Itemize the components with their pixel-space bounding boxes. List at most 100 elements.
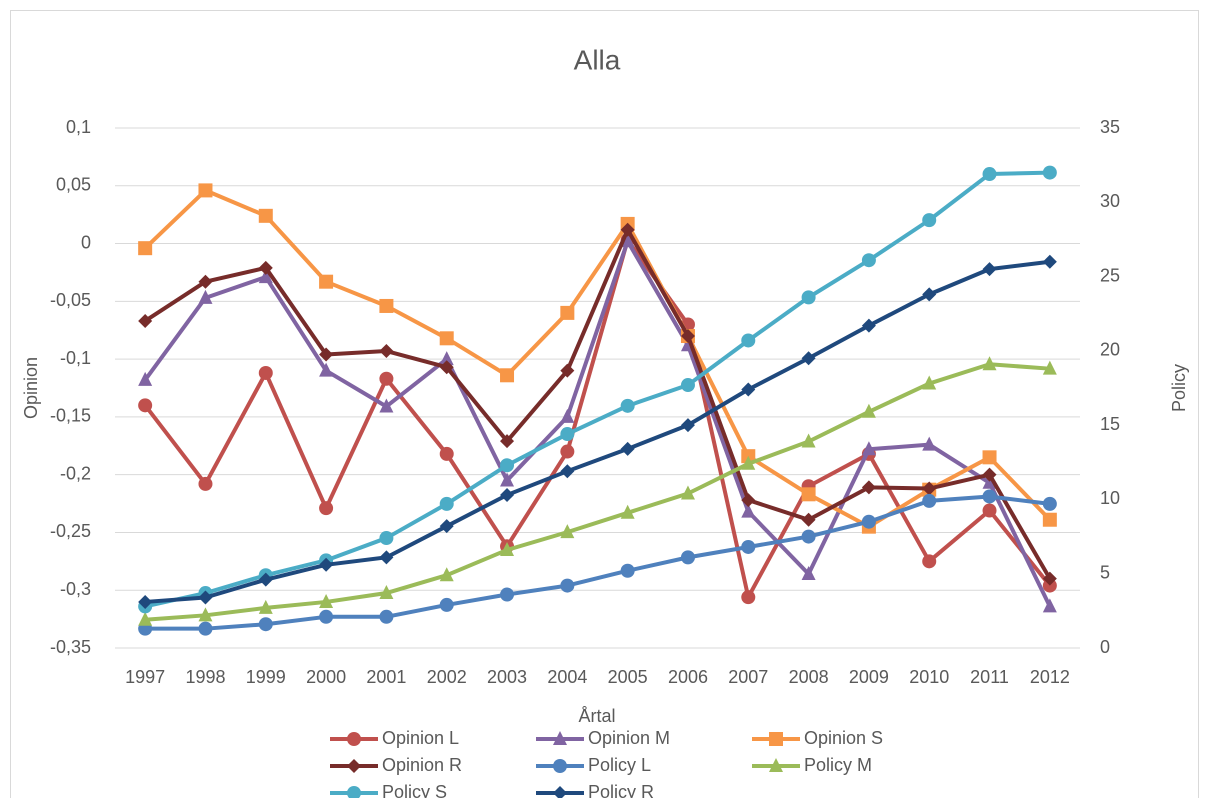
x-tick-label: 1998 xyxy=(185,667,225,687)
marker xyxy=(801,487,816,502)
legend-label: Policy M xyxy=(804,755,872,775)
marker xyxy=(1042,254,1057,269)
marker xyxy=(982,467,997,482)
marker xyxy=(922,554,937,569)
marker xyxy=(258,617,273,632)
y-tick-label: -0,3 xyxy=(60,579,91,599)
marker xyxy=(801,433,816,448)
series-line xyxy=(143,239,1052,608)
marker xyxy=(439,496,454,511)
marker xyxy=(553,731,567,745)
y-tick-label: 0,05 xyxy=(56,175,91,195)
x-tick-label: 1997 xyxy=(125,667,165,687)
marker xyxy=(258,269,273,284)
x-tick-label: 2002 xyxy=(427,667,467,687)
marker xyxy=(439,446,454,461)
legend-label: Opinion L xyxy=(382,728,459,748)
marker xyxy=(1042,512,1057,527)
y2-tick-label: 25 xyxy=(1100,265,1120,285)
marker xyxy=(198,476,213,491)
marker xyxy=(1042,571,1057,586)
marker xyxy=(138,398,153,413)
marker xyxy=(560,408,575,423)
marker xyxy=(769,732,783,746)
legend-item: Policy R xyxy=(536,782,654,798)
marker xyxy=(138,241,153,256)
legend-item: Policy M xyxy=(752,755,872,775)
marker xyxy=(982,262,997,277)
marker xyxy=(319,501,334,516)
y-tick-label: -0,05 xyxy=(50,290,91,310)
x-tick-label: 2004 xyxy=(547,667,587,687)
marker xyxy=(560,444,575,459)
marker xyxy=(379,371,394,386)
marker xyxy=(198,274,213,289)
marker xyxy=(500,487,515,502)
marker xyxy=(1042,598,1057,613)
marker xyxy=(620,563,635,578)
marker xyxy=(982,356,997,371)
marker xyxy=(1042,496,1057,511)
legend-label: Opinion M xyxy=(588,728,670,748)
marker xyxy=(500,458,515,473)
marker xyxy=(620,441,635,456)
marker xyxy=(620,504,635,519)
series xyxy=(138,489,1057,636)
marker xyxy=(319,593,334,608)
marker xyxy=(258,572,273,587)
marker xyxy=(347,732,361,746)
y2-tick-label: 0 xyxy=(1100,637,1110,657)
y2-tick-label: 20 xyxy=(1100,340,1120,360)
marker xyxy=(560,578,575,593)
marker xyxy=(379,550,394,565)
y2-tick-label: 10 xyxy=(1100,488,1120,508)
marker xyxy=(560,363,575,378)
series-line xyxy=(145,362,1050,622)
marker xyxy=(319,557,334,572)
marker xyxy=(1042,165,1057,180)
marker xyxy=(680,418,695,433)
marker xyxy=(319,274,334,289)
marker xyxy=(138,313,153,328)
legend-item: Opinion S xyxy=(752,728,883,748)
marker xyxy=(258,599,273,614)
marker xyxy=(319,362,334,377)
marker xyxy=(620,233,635,248)
marker xyxy=(801,512,816,527)
marker xyxy=(741,539,756,554)
y2-tick-label: 35 xyxy=(1100,117,1120,137)
marker xyxy=(982,503,997,518)
x-tick-label: 2003 xyxy=(487,667,527,687)
marker xyxy=(379,398,394,413)
series-line xyxy=(145,494,1051,631)
marker xyxy=(439,360,454,375)
marker xyxy=(198,289,213,304)
marker xyxy=(741,382,756,397)
marker xyxy=(258,365,273,380)
marker xyxy=(922,481,937,496)
marker xyxy=(439,519,454,534)
marker xyxy=(861,480,876,495)
marker xyxy=(560,427,575,442)
marker xyxy=(922,493,937,508)
marker xyxy=(1042,360,1057,375)
marker xyxy=(439,567,454,582)
marker xyxy=(741,333,756,348)
marker xyxy=(801,290,816,305)
marker xyxy=(861,403,876,418)
marker xyxy=(801,351,816,366)
marker xyxy=(439,351,454,366)
marker xyxy=(922,213,937,228)
marker xyxy=(198,183,213,198)
marker xyxy=(138,594,153,609)
marker xyxy=(680,550,695,565)
marker xyxy=(347,759,361,773)
x-axis-title: Årtal xyxy=(578,706,615,726)
marker xyxy=(379,298,394,313)
y-tick-label: -0,35 xyxy=(50,637,91,657)
marker xyxy=(198,621,213,636)
legend-label: Policy S xyxy=(382,782,447,798)
marker xyxy=(258,208,273,223)
